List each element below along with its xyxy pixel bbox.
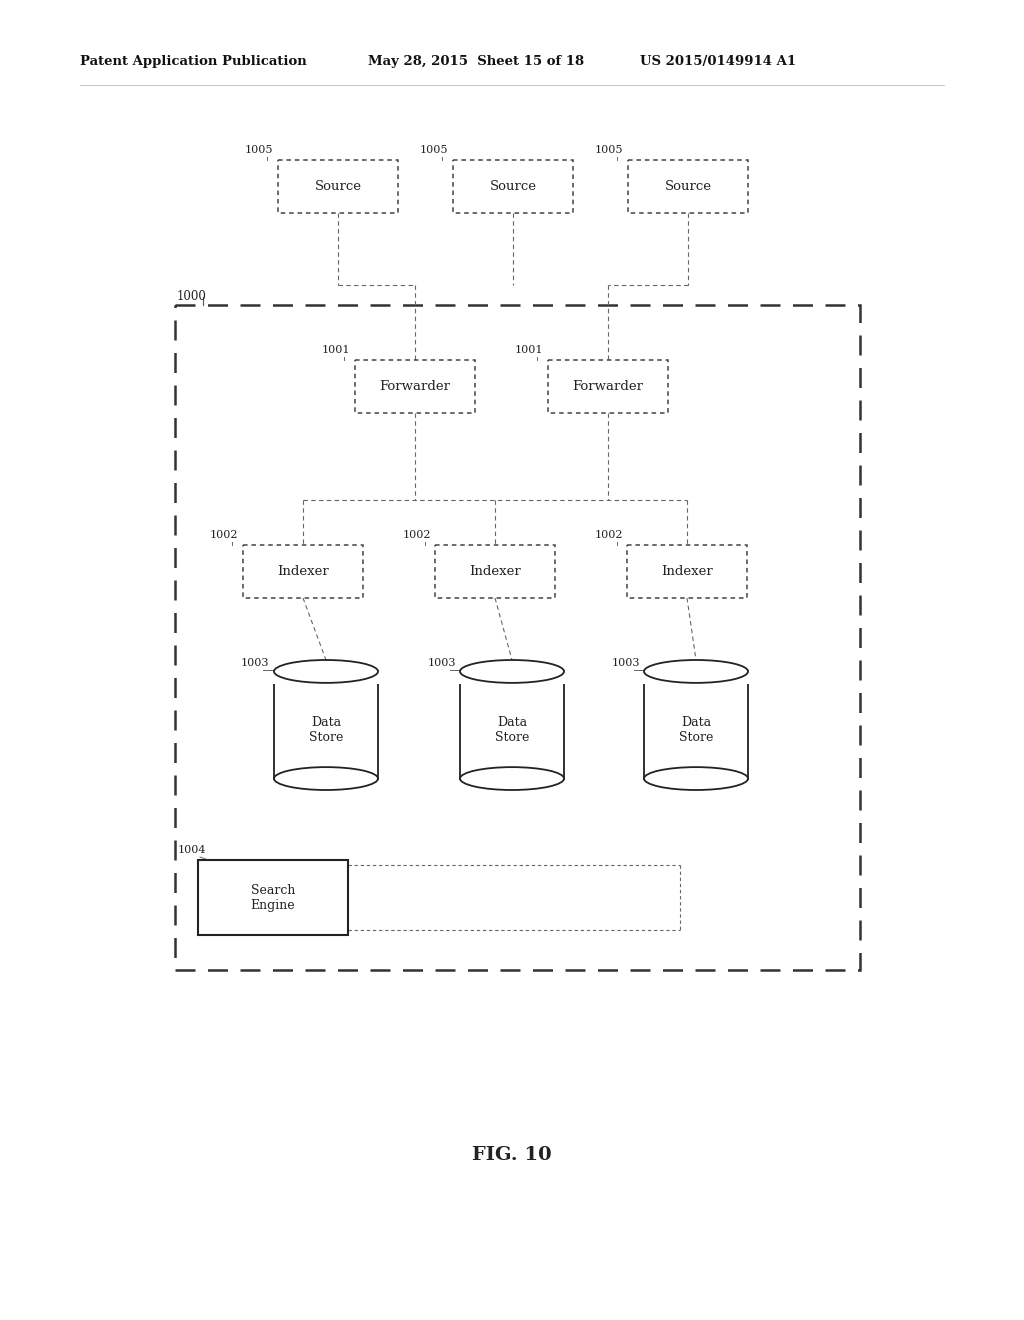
Bar [643,672,749,684]
Text: Source: Source [489,180,537,193]
Bar [460,672,564,779]
Bar [628,160,748,213]
Text: Source: Source [665,180,712,193]
Text: Indexer: Indexer [662,565,713,578]
Bar [274,672,378,779]
Text: 1002: 1002 [210,531,239,540]
Bar [278,160,398,213]
Ellipse shape [460,767,564,789]
Text: Source: Source [314,180,361,193]
Ellipse shape [644,767,748,789]
Text: 1005: 1005 [420,145,449,154]
Text: 1005: 1005 [245,145,273,154]
Text: 1001: 1001 [515,345,544,355]
Text: 1005: 1005 [595,145,624,154]
Bar [175,305,860,970]
Bar [273,672,379,684]
Text: Indexer: Indexer [278,565,329,578]
Text: Indexer: Indexer [469,565,521,578]
Text: FIG. 10: FIG. 10 [472,1146,552,1164]
Bar [459,672,565,684]
Text: 1001: 1001 [322,345,350,355]
Text: 1000: 1000 [177,290,207,304]
Bar [644,672,748,779]
Text: Data
Store: Data Store [495,715,529,744]
Text: US 2015/0149914 A1: US 2015/0149914 A1 [640,55,796,69]
Text: 1003: 1003 [612,657,640,668]
Text: 1003: 1003 [241,657,269,668]
Text: 1004: 1004 [178,845,207,855]
Text: 1003: 1003 [428,657,457,668]
Bar [243,545,362,598]
Text: Patent Application Publication: Patent Application Publication [80,55,307,69]
Ellipse shape [274,660,378,682]
Text: 1002: 1002 [403,531,431,540]
Text: 1002: 1002 [595,531,624,540]
Bar [198,861,348,935]
Text: Forwarder: Forwarder [380,380,451,393]
Text: Forwarder: Forwarder [572,380,643,393]
Bar [355,360,475,413]
Text: Data
Store: Data Store [309,715,343,744]
Text: May 28, 2015  Sheet 15 of 18: May 28, 2015 Sheet 15 of 18 [368,55,584,69]
Text: Search
Engine: Search Engine [251,883,295,912]
Bar [453,160,573,213]
Bar [627,545,746,598]
Bar [548,360,668,413]
Ellipse shape [644,660,748,682]
Text: Data
Store: Data Store [679,715,713,744]
Ellipse shape [460,660,564,682]
Ellipse shape [274,767,378,789]
Bar [435,545,555,598]
